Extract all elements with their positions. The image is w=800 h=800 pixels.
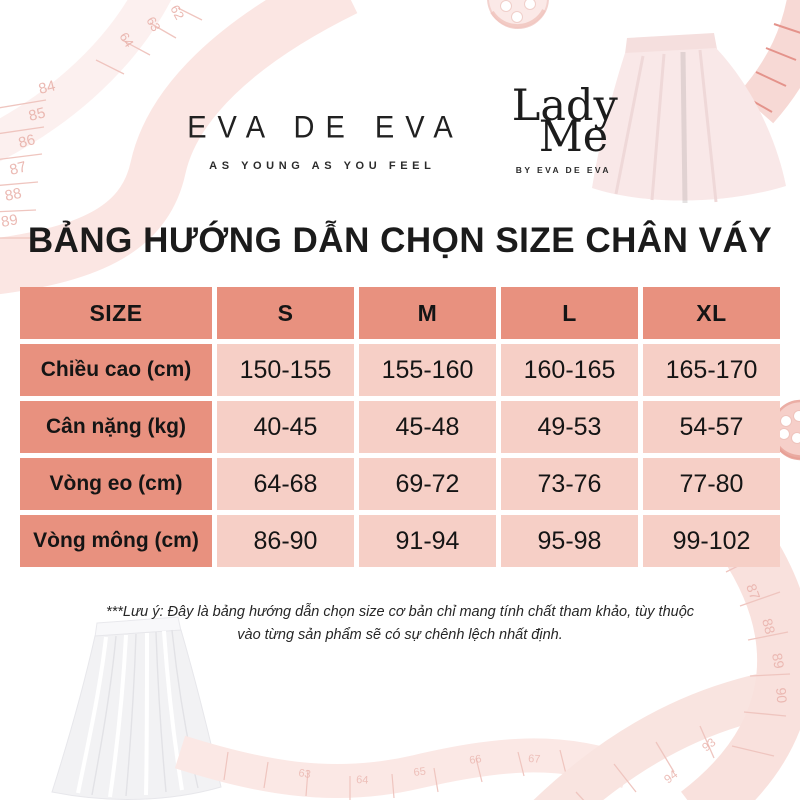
table-cell: 99-102: [643, 515, 780, 567]
table-cell: 77-80: [643, 458, 780, 510]
lady-me-word2: Me: [538, 111, 609, 162]
lady-me-word1: Lady: [511, 81, 618, 131]
table-cell: 69-72: [359, 458, 496, 510]
disclaimer-line2: vào từng sản phẩm sẽ có sự chênh lệch nh…: [237, 627, 563, 644]
button-icon: [487, 0, 549, 29]
row-label-height: Chiều cao (cm): [20, 344, 212, 396]
eva-de-eva-tagline: AS YOUNG AS YOU FEEL: [209, 160, 436, 172]
row-label-weight: Cân nặng (kg): [20, 401, 212, 453]
table-cell: 155-160: [359, 344, 496, 396]
header-cell-s: S: [217, 287, 354, 339]
page-title: BẢNG HƯỚNG DẪN CHỌN SIZE CHÂN VÁY: [27, 221, 773, 260]
tape-number: 62: [167, 2, 187, 22]
tape-number: 87: [743, 582, 763, 602]
tape-number: 63: [143, 14, 163, 34]
row-label-hip: Vòng mông (cm): [20, 515, 212, 567]
measuring-tape-icon: 63 64 65 66 67: [174, 735, 634, 800]
table-cell: 91-94: [359, 515, 496, 567]
tape-number: 89: [769, 652, 787, 670]
table-cell: 49-53: [501, 401, 638, 453]
header-cell-xl: XL: [643, 287, 780, 339]
tape-number: 93: [699, 735, 718, 754]
measuring-tape-icon: 87 88 89 90 93 94: [533, 526, 800, 800]
brand-logos: EVA DE EVA AS YOUNG AS YOU FEEL Lady Me …: [0, 81, 800, 175]
eva-de-eva-logo: EVA DE EVA AS YOUNG AS YOU FEEL: [176, 110, 464, 172]
tape-number: 64: [116, 30, 136, 50]
tape-number: 63: [297, 767, 311, 781]
header-cell-l: L: [501, 287, 638, 339]
table-cell: 73-76: [501, 458, 638, 510]
tape-number: 67: [528, 753, 541, 766]
lady-me-logo: Lady Me BY EVA DE EVA: [511, 81, 624, 175]
table-cell: 165-170: [643, 344, 780, 396]
tape-number: 65: [413, 766, 427, 779]
table-cell: 160-165: [501, 344, 638, 396]
tape-number: 94: [661, 767, 680, 786]
row-label-waist: Vòng eo (cm): [20, 458, 212, 510]
eva-de-eva-wordmark: EVA DE EVA: [187, 110, 464, 146]
size-table: SIZE S M L XL Chiều cao (cm) 150-155 155…: [20, 287, 780, 567]
tape-number: 88: [3, 185, 23, 205]
table-cell: 45-48: [359, 401, 496, 453]
table-cell: 150-155: [217, 344, 354, 396]
tape-number: 64: [356, 774, 369, 787]
header-cell-m: M: [359, 287, 496, 339]
table-cell: 64-68: [217, 458, 354, 510]
disclaimer-note: ***Lưu ý: Đây là bảng hướng dẫn chọn siz…: [0, 601, 800, 647]
table-cell: 40-45: [217, 401, 354, 453]
header-cell-size: SIZE: [20, 287, 212, 339]
lady-me-subtitle: BY EVA DE EVA: [515, 164, 611, 175]
tape-number: 66: [468, 753, 482, 767]
tape-number: 90: [773, 687, 790, 704]
disclaimer-line1: ***Lưu ý: Đây là bảng hướng dẫn chọn siz…: [105, 604, 695, 620]
table-cell: 95-98: [501, 515, 638, 567]
table-cell: 86-90: [217, 515, 354, 567]
table-cell: 54-57: [643, 401, 780, 453]
